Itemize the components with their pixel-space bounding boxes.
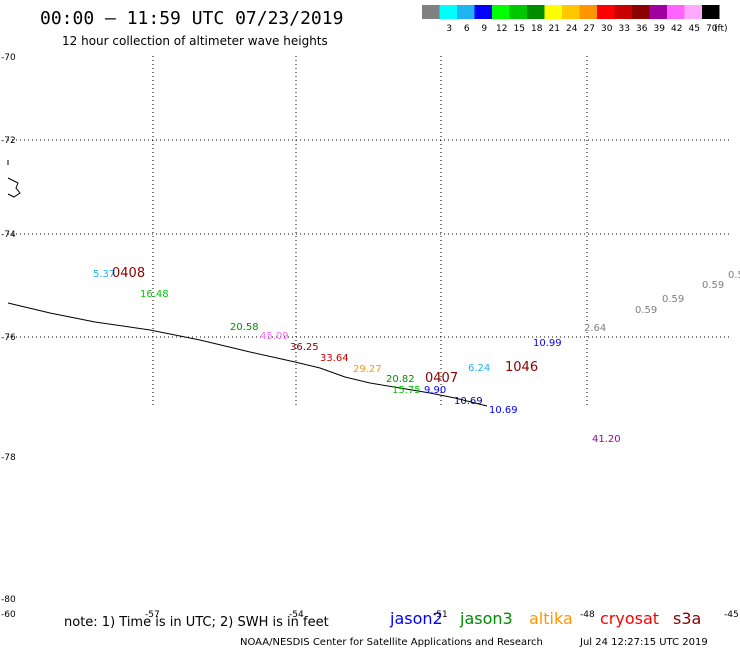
legend-label: 24 (566, 24, 578, 34)
legend-label: 70 (706, 24, 718, 34)
satellite-track (7, 302, 488, 407)
legend-label: 42 (671, 24, 682, 34)
legend-label: 39 (654, 24, 666, 34)
legend-label: 36 (636, 24, 648, 34)
observation-label: 0407 (425, 371, 458, 386)
satellite-jason3: jason3 (459, 609, 513, 628)
observation-label: 0.59 (662, 294, 684, 305)
page-title: 00:00 – 11:59 UTC 07/23/2019 (40, 8, 343, 29)
graticule (8, 56, 730, 405)
observation-label: 20.58 (230, 322, 259, 333)
lon-label-51: -51 (433, 610, 448, 620)
legend-label: 30 (601, 24, 613, 34)
legend-label: 6 (464, 24, 470, 34)
legend-swatch (457, 5, 475, 19)
observation-label: 6.24 (468, 363, 490, 374)
footer-credit: NOAA/NESDIS Center for Satellite Applica… (240, 637, 543, 648)
page-subtitle: 12 hour collection of altimeter wave hei… (62, 34, 328, 48)
legend-swatch (579, 5, 597, 19)
observation-label: 0.59 (702, 280, 724, 291)
observation-label: 0.59 (635, 305, 657, 316)
legend-label: 27 (584, 24, 595, 34)
legend-swatch (632, 5, 650, 19)
lon-label-60: -60 (1, 610, 16, 620)
observation-label: 36.25 (290, 342, 319, 353)
observation-label: 0408 (112, 266, 145, 281)
observation-label: 16.48 (140, 289, 169, 300)
observation-label: 33.64 (320, 353, 349, 364)
legend-label: 9 (481, 24, 487, 34)
legend-label: 18 (531, 24, 543, 34)
legend-swatch (702, 5, 720, 19)
legend-swatch (562, 5, 580, 19)
lat-label-76: -76 (1, 333, 16, 343)
legend-label: 15 (514, 24, 525, 34)
lat-label-74: -74 (1, 230, 16, 240)
observation-label: 0.5 (728, 270, 740, 281)
satellite-s3a: s3a (673, 609, 701, 628)
lon-label-54: -54 (289, 610, 304, 620)
observation-label: 2.64 (584, 323, 606, 334)
observation-label: 5.37 (93, 269, 115, 280)
observation-label: 15.75 (392, 385, 421, 396)
legend-label: 45 (689, 24, 700, 34)
legend-swatch (614, 5, 632, 19)
legend-swatch (684, 5, 702, 19)
lon-label-45: -45 (724, 610, 739, 620)
legend-unit: (ft) (714, 24, 728, 34)
observation-label: 45.09 (260, 331, 289, 342)
coastline (7, 177, 21, 198)
legend-label: 33 (619, 24, 630, 34)
lat-label-80: -80 (1, 595, 16, 605)
observation-label: 1046 (505, 360, 538, 375)
observation-label: 20.82 (386, 374, 415, 385)
legend-label: 12 (496, 24, 507, 34)
legend-swatch (439, 5, 457, 19)
observation-label: 41.20 (592, 434, 621, 445)
legend-swatch (509, 5, 527, 19)
satellite-altika: altika (529, 609, 573, 628)
legend-swatch (474, 5, 492, 19)
legend-swatch (527, 5, 545, 19)
legend-swatch (597, 5, 615, 19)
legend-swatch (649, 5, 667, 19)
lat-label-72: -72 (1, 136, 16, 146)
lat-label-70: -70 (1, 53, 16, 63)
satellite-jason2: jason2 (389, 609, 443, 628)
legend-label: 3 (446, 24, 452, 34)
observation-label: 10.69 (454, 396, 483, 407)
observation-label: 10.69 (489, 405, 518, 416)
legend-swatch (544, 5, 562, 19)
color-scale-legend: (ft) 3 6 9 12 15 18 21 24 27 30 33 36 39 42 45 70 (422, 5, 728, 34)
lon-label-57: -57 (145, 610, 160, 620)
legend-label: 21 (549, 24, 560, 34)
legend-swatch (492, 5, 510, 19)
legend-swatch (667, 5, 685, 19)
footer-timestamp: Jul 24 12:27:15 UTC 2019 (579, 637, 708, 648)
lon-label-48: -48 (580, 610, 595, 620)
lat-label-78: -78 (1, 453, 16, 463)
observation-label: 10.99 (533, 338, 562, 349)
legend-swatch (422, 5, 440, 19)
observation-label: 9.90 (424, 385, 446, 396)
observation-label: 29.27 (353, 364, 382, 375)
satellite-cryosat: cryosat (600, 609, 659, 628)
footer-note: note: 1) Time is in UTC; 2) SWH is in fe… (64, 615, 329, 630)
